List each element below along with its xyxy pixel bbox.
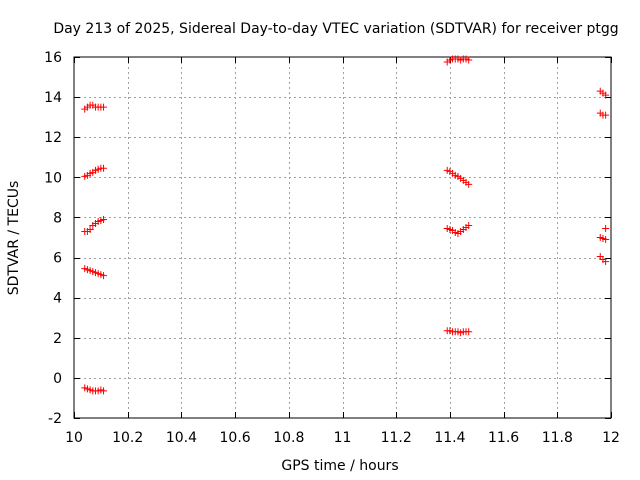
data-point [100,215,108,223]
y-tick-label: 8 [53,210,62,226]
data-point [100,272,108,280]
plot-frame [73,56,612,419]
data-point [602,91,610,99]
data-point [465,328,473,336]
x-tick-label: 10.8 [273,430,304,446]
data-point [602,224,610,232]
x-tick-label: 10.4 [166,430,197,446]
data-points [81,55,610,395]
y-tick-label: 6 [53,251,62,267]
y-tick-label: -2 [48,411,62,427]
y-tick-label: 4 [53,291,62,307]
tick-marks [74,57,612,419]
x-tick-label: 11.4 [434,430,465,446]
y-tick-label: 0 [53,371,62,387]
y-tick-label: 16 [44,50,62,66]
x-tick-label: 11.6 [488,430,519,446]
data-point [86,225,94,233]
data-point [602,258,610,266]
data-point [465,221,473,229]
data-point [465,56,473,64]
x-tick-label: 10.6 [220,430,251,446]
y-tick-label: 2 [53,331,62,347]
x-tick-label: 11.2 [381,430,412,446]
y-axis-label: SDTVAR / TECUs [6,181,22,296]
data-point [100,164,108,172]
data-point [465,180,473,188]
x-tick-label: 10 [65,430,83,446]
y-tick-label: 10 [44,170,62,186]
data-point [100,387,108,395]
x-axis-label: GPS time / hours [281,458,398,474]
y-tick-label: 14 [44,90,62,106]
y-tick-labels: -2 0 2 4 6 8 10 12 14 16 [44,50,62,427]
x-tick-label: 11.8 [542,430,573,446]
grid [74,57,611,418]
data-point [100,103,108,111]
x-tick-labels: 10 10.2 10.4 10.6 10.8 11 11.2 11.4 11.6 11.8 12 [65,430,620,446]
x-tick-label: 12 [602,430,620,446]
y-tick-label: 12 [44,130,62,146]
x-tick-label: 11 [334,430,352,446]
data-point [602,111,610,119]
chart-title: Day 213 of 2025, Sidereal Day-to-day VTE… [53,21,618,37]
data-point [602,236,610,244]
x-tick-label: 10.2 [112,430,143,446]
